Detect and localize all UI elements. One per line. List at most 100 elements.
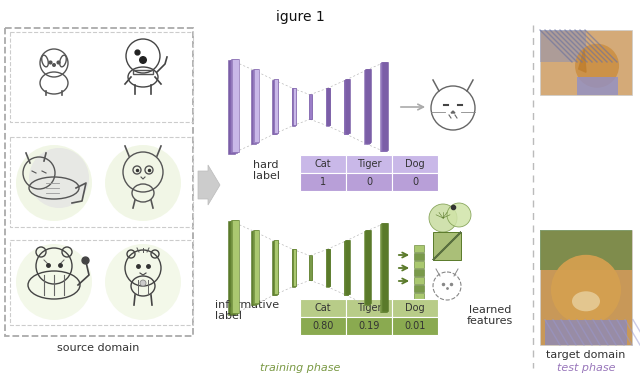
Bar <box>10 240 193 325</box>
Polygon shape <box>275 240 278 294</box>
Bar <box>392 155 438 173</box>
Polygon shape <box>366 69 371 142</box>
Bar <box>300 155 346 173</box>
Polygon shape <box>308 95 312 119</box>
Polygon shape <box>309 95 312 119</box>
Bar <box>545 320 627 345</box>
Polygon shape <box>228 60 236 154</box>
Polygon shape <box>381 223 387 312</box>
Text: label: label <box>215 311 242 321</box>
Text: Cat: Cat <box>315 159 332 169</box>
Circle shape <box>140 280 146 286</box>
Text: target domain: target domain <box>547 350 626 360</box>
Bar <box>540 30 586 62</box>
Polygon shape <box>327 88 330 125</box>
Bar <box>433 232 461 260</box>
Polygon shape <box>293 249 296 286</box>
Bar <box>414 285 424 292</box>
Text: Tiger: Tiger <box>356 159 381 169</box>
Polygon shape <box>382 223 388 311</box>
Bar <box>540 230 632 345</box>
Polygon shape <box>272 241 276 295</box>
Text: 0.19: 0.19 <box>358 321 380 331</box>
Text: hard: hard <box>253 160 278 170</box>
FancyArrow shape <box>198 165 220 205</box>
Circle shape <box>551 255 621 325</box>
Text: Dog: Dog <box>405 159 425 169</box>
Bar <box>540 230 632 270</box>
Polygon shape <box>365 69 371 143</box>
Text: source domain: source domain <box>57 343 139 353</box>
Bar <box>300 173 346 191</box>
Polygon shape <box>326 249 329 286</box>
Bar <box>392 299 438 317</box>
Text: 0: 0 <box>412 177 418 187</box>
Bar <box>414 253 424 260</box>
Polygon shape <box>254 69 259 142</box>
Polygon shape <box>253 230 258 304</box>
Text: training phase: training phase <box>260 363 340 373</box>
Polygon shape <box>291 249 294 287</box>
Bar <box>414 261 424 268</box>
Text: igure 1: igure 1 <box>276 10 324 24</box>
Polygon shape <box>253 69 258 143</box>
Bar <box>346 155 392 173</box>
Bar <box>414 277 424 284</box>
Polygon shape <box>344 80 348 133</box>
Polygon shape <box>291 88 294 126</box>
Bar <box>346 173 392 191</box>
Polygon shape <box>380 63 386 151</box>
Polygon shape <box>228 221 236 315</box>
Polygon shape <box>346 240 350 294</box>
Text: Cat: Cat <box>315 303 332 313</box>
Polygon shape <box>232 219 239 313</box>
Polygon shape <box>232 59 239 152</box>
Polygon shape <box>365 70 369 143</box>
Text: 0.80: 0.80 <box>312 321 333 331</box>
Text: Dog: Dog <box>405 303 425 313</box>
Text: 0: 0 <box>366 177 372 187</box>
Text: learned: learned <box>469 305 511 315</box>
Text: informative: informative <box>215 300 279 310</box>
Polygon shape <box>451 111 455 113</box>
Text: test phase: test phase <box>557 363 615 373</box>
Ellipse shape <box>572 291 600 311</box>
Polygon shape <box>326 249 330 286</box>
Circle shape <box>16 244 92 320</box>
Bar <box>392 173 438 191</box>
Bar <box>10 137 193 227</box>
Polygon shape <box>326 88 330 125</box>
Bar <box>300 299 346 317</box>
Polygon shape <box>344 241 348 294</box>
Polygon shape <box>308 256 312 280</box>
Polygon shape <box>252 231 257 304</box>
Polygon shape <box>292 88 295 125</box>
Polygon shape <box>380 224 386 312</box>
Polygon shape <box>292 249 295 286</box>
Polygon shape <box>292 88 296 125</box>
Polygon shape <box>579 49 586 72</box>
Bar <box>300 317 346 335</box>
Polygon shape <box>345 79 349 133</box>
Polygon shape <box>274 79 278 133</box>
Polygon shape <box>345 240 349 294</box>
Polygon shape <box>382 62 388 150</box>
Text: 1: 1 <box>320 177 326 187</box>
Polygon shape <box>364 231 369 305</box>
Bar <box>577 77 618 95</box>
Circle shape <box>447 203 471 227</box>
Polygon shape <box>254 230 259 303</box>
Bar <box>346 299 392 317</box>
Polygon shape <box>252 70 257 143</box>
Text: 0.01: 0.01 <box>404 321 426 331</box>
Circle shape <box>429 204 457 232</box>
Polygon shape <box>327 249 330 286</box>
Polygon shape <box>252 231 257 305</box>
Circle shape <box>52 63 56 67</box>
Text: features: features <box>467 316 513 326</box>
Bar <box>10 32 193 122</box>
Polygon shape <box>365 230 371 304</box>
Polygon shape <box>252 70 257 144</box>
Circle shape <box>139 56 147 64</box>
Polygon shape <box>275 79 278 133</box>
